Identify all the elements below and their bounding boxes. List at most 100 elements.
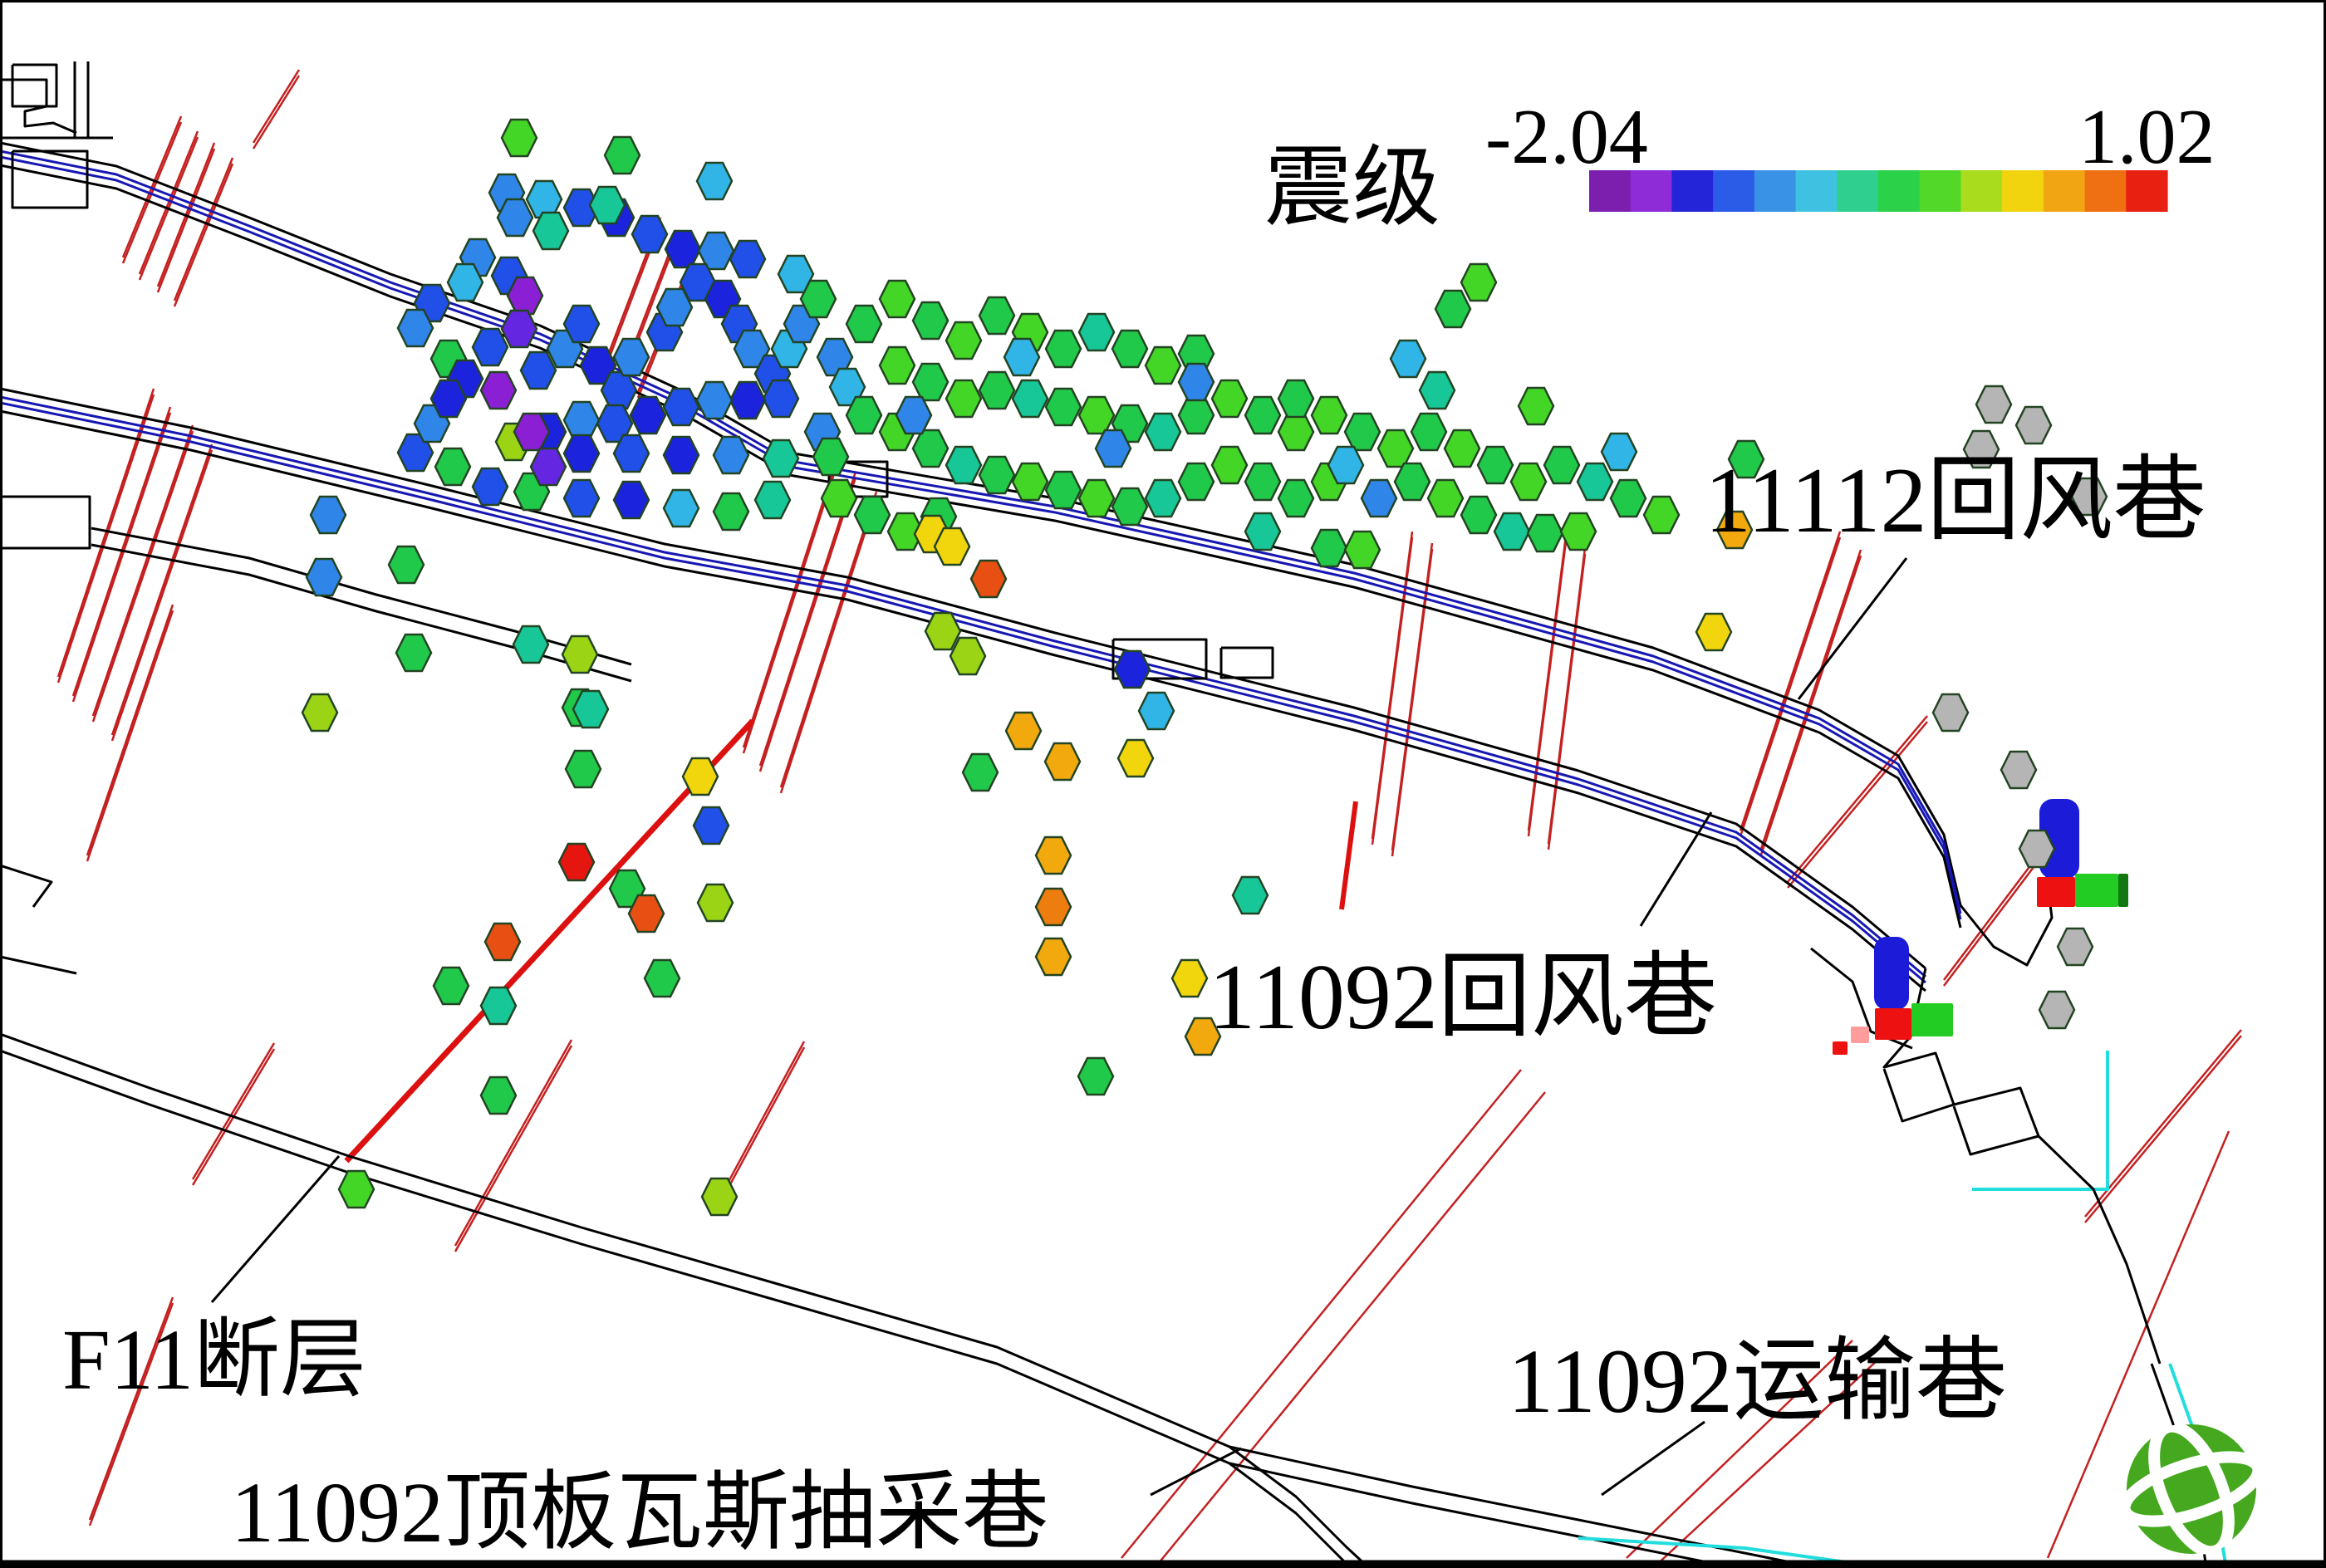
seismic-event-marker bbox=[945, 379, 983, 419]
seismic-event-marker bbox=[1443, 429, 1481, 468]
survey-line bbox=[1578, 1536, 1853, 1565]
seismic-event-marker bbox=[978, 370, 1016, 410]
magnitude-legend: 震级 -2.04 1.02 bbox=[1264, 94, 2216, 237]
fault-trace bbox=[138, 130, 199, 275]
fault-trace-thick bbox=[1339, 801, 1358, 910]
colorbar-segment bbox=[1960, 170, 2003, 212]
roadway-11112-return bbox=[0, 164, 1962, 929]
seismic-event-marker bbox=[911, 362, 950, 402]
seismic-event-marker bbox=[1543, 445, 1581, 485]
roadway-11092-return bbox=[0, 395, 1926, 978]
seismic-event-marker bbox=[532, 211, 570, 251]
seismic-event-marker bbox=[1327, 445, 1365, 485]
seismic-event-marker bbox=[1077, 478, 1116, 518]
magnitude-colorbar bbox=[1589, 170, 2168, 212]
seismic-event-marker bbox=[1144, 345, 1182, 385]
fault-trace bbox=[1739, 537, 1842, 837]
seismic-event-marker bbox=[1077, 395, 1116, 435]
seismic-event-marker bbox=[519, 350, 557, 390]
seismic-event-marker bbox=[562, 478, 601, 518]
fault-trace bbox=[758, 471, 857, 767]
seismic-event-marker bbox=[479, 986, 518, 1026]
label-11092-roof-gas-drainage-roadway: 11092顶板瓦斯抽采巷 bbox=[231, 1465, 1048, 1561]
seismic-event-marker bbox=[631, 214, 669, 254]
seismic-event-marker bbox=[695, 161, 734, 201]
seismic-event-marker bbox=[432, 966, 470, 1006]
seismic-event-marker bbox=[662, 488, 700, 528]
seismic-event-marker bbox=[446, 262, 484, 302]
seismic-event-marker bbox=[562, 400, 601, 440]
fault-trace bbox=[1739, 531, 1842, 831]
seismic-event-marker bbox=[337, 1169, 375, 1209]
colorbar-segment bbox=[1671, 170, 1714, 212]
seismic-event-marker bbox=[978, 296, 1016, 336]
fault-trace bbox=[454, 1039, 573, 1247]
seismic-event-marker bbox=[878, 345, 916, 385]
fault-trace bbox=[56, 388, 155, 678]
seismic-event-marker bbox=[562, 188, 601, 228]
label-11092-transport-roadway: 11092运输巷 bbox=[1508, 1330, 2007, 1432]
seismic-event-marker bbox=[1111, 329, 1149, 369]
colorbar-segment bbox=[1754, 170, 1797, 212]
seismic-event-marker bbox=[1727, 439, 1765, 479]
seismic-event-marker bbox=[627, 894, 665, 933]
station-green-cap bbox=[2118, 874, 2128, 907]
seismic-event-marker bbox=[911, 301, 950, 341]
colorbar-segment bbox=[1630, 170, 1673, 212]
seismic-event-marker bbox=[700, 1177, 739, 1217]
seismic-event-marker bbox=[1116, 738, 1155, 778]
seismic-event-marker bbox=[949, 636, 987, 676]
seismic-markers-layer bbox=[301, 118, 2108, 1217]
seismic-event-marker bbox=[471, 327, 509, 367]
seismic-event-marker bbox=[978, 455, 1016, 495]
roadway-gas-drainage bbox=[0, 1032, 1787, 1563]
seismic-event-marker bbox=[1231, 875, 1269, 915]
seismic-event-marker bbox=[1642, 495, 1681, 535]
station-red-block bbox=[2037, 877, 2075, 907]
seismic-event-marker bbox=[712, 492, 750, 532]
edge-mark bbox=[0, 955, 77, 975]
seismic-event-marker bbox=[1931, 693, 1970, 733]
fault-trace bbox=[2046, 1130, 2230, 1559]
fault-trace bbox=[71, 412, 172, 703]
seismic-event-marker bbox=[2038, 990, 2076, 1030]
colorbar-segment bbox=[1713, 170, 1755, 212]
seismic-event-marker bbox=[1418, 370, 1456, 410]
fault-trace bbox=[1787, 715, 1928, 883]
leader-11092-return bbox=[1639, 811, 1713, 927]
fault-trace bbox=[723, 1046, 806, 1196]
fault-trace bbox=[1527, 541, 1568, 837]
seismic-event-marker bbox=[1695, 612, 1733, 652]
seismic-event-marker bbox=[1277, 478, 1315, 518]
seismic-event-marker bbox=[1389, 339, 1427, 379]
seismic-event-marker bbox=[820, 478, 858, 518]
fault-trace bbox=[2084, 1035, 2242, 1223]
fault-trace bbox=[779, 497, 878, 794]
seismic-event-marker bbox=[1077, 312, 1116, 352]
fault-trace bbox=[91, 430, 194, 723]
roadway-11092-return bbox=[0, 387, 1926, 970]
seismic-event-marker bbox=[429, 379, 468, 419]
fault-trace bbox=[1547, 553, 1587, 850]
seismic-event-marker bbox=[692, 806, 730, 845]
seismic-event-marker bbox=[612, 337, 650, 377]
seismic-event-marker bbox=[762, 439, 800, 478]
seismic-event-marker bbox=[483, 922, 522, 962]
seismic-event-marker bbox=[1343, 412, 1381, 452]
seismic-event-marker bbox=[1111, 487, 1149, 527]
seismic-event-marker bbox=[2018, 829, 2056, 869]
fault-trace bbox=[173, 163, 234, 307]
seismic-event-marker bbox=[878, 279, 916, 319]
shaft-structure bbox=[11, 149, 89, 209]
seismic-event-marker bbox=[1244, 462, 1282, 502]
station-blue-bar bbox=[1874, 937, 1909, 1010]
roadway-transport-branch bbox=[1229, 1445, 1371, 1568]
seismic-event-marker bbox=[1011, 462, 1049, 502]
seismic-event-marker bbox=[753, 480, 792, 520]
seismic-event-marker bbox=[1277, 379, 1315, 419]
stations-layer bbox=[1833, 799, 2128, 1055]
seismic-event-marker bbox=[1460, 262, 1498, 302]
seismic-event-marker bbox=[1376, 429, 1415, 468]
shaft-structure bbox=[0, 78, 77, 135]
